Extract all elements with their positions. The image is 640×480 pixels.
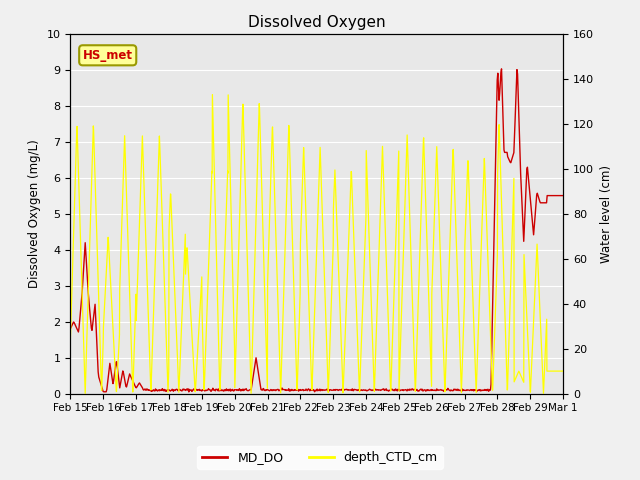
Y-axis label: Water level (cm): Water level (cm) [600,165,612,263]
Y-axis label: Dissolved Oxygen (mg/L): Dissolved Oxygen (mg/L) [28,139,41,288]
Title: Dissolved Oxygen: Dissolved Oxygen [248,15,386,30]
Text: HS_met: HS_met [83,49,132,62]
Legend: MD_DO, depth_CTD_cm: MD_DO, depth_CTD_cm [197,446,443,469]
